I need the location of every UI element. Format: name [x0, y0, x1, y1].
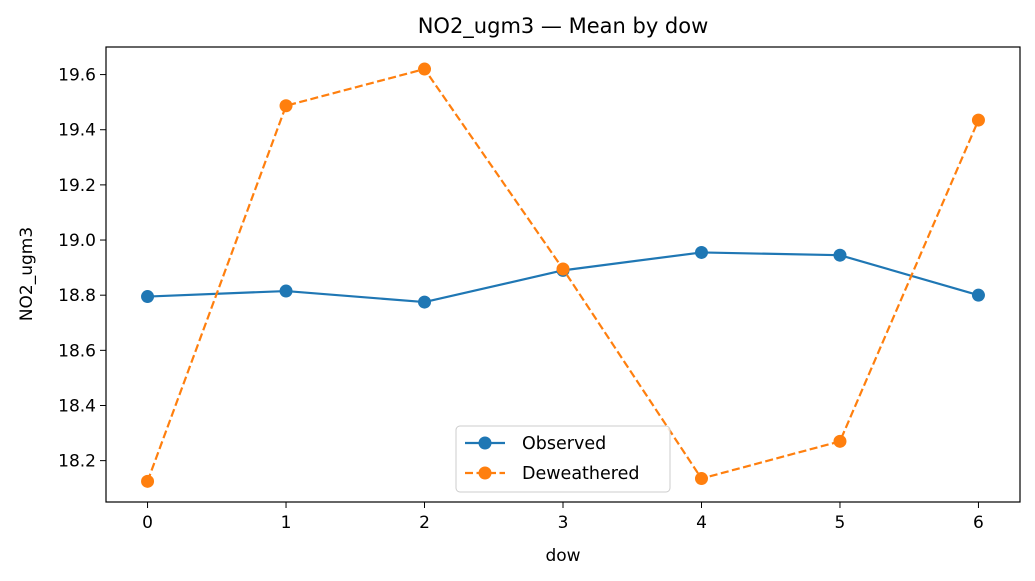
legend-entries: Observed Deweathered: [465, 434, 639, 484]
observed-data-point: [279, 284, 293, 298]
x-axis: 0 1 2 3 4 5 6: [142, 502, 984, 533]
deweathered-data-point: [279, 99, 293, 113]
legend-box: [455, 425, 671, 493]
observed-data-point: [833, 248, 847, 262]
x-tick-label: 3: [558, 513, 569, 533]
x-tick-label: 2: [419, 513, 430, 533]
y-tick-label: 18.2: [58, 452, 96, 472]
y-axis: 18.2 18.4 18.6 18.8 19.0 19.2 19.4 19.6: [58, 66, 106, 472]
y-tick-label: 18.4: [58, 396, 96, 416]
deweathered-data-point: [556, 262, 570, 276]
x-tick-label: 1: [281, 513, 292, 533]
x-axis-label: dow: [545, 546, 580, 566]
deweathered-legend-label: Deweathered: [522, 464, 639, 484]
y-tick-label: 18.8: [58, 286, 96, 306]
observed-legend-marker: [478, 436, 492, 450]
deweathered-data-point: [141, 474, 155, 488]
observed-data-point: [971, 288, 985, 302]
y-tick-label: 19.2: [58, 176, 96, 196]
deweathered-data-point: [694, 472, 708, 486]
deweathered-data-point: [971, 113, 985, 127]
observed-data-point: [418, 295, 432, 309]
observed-legend-label: Observed: [522, 434, 606, 454]
legend: Observed Deweathered: [455, 425, 671, 493]
observed-data-point: [694, 245, 708, 259]
y-tick-label: 18.6: [58, 341, 96, 361]
x-tick-label: 0: [142, 513, 153, 533]
y-tick-label: 19.4: [58, 121, 96, 141]
deweathered-data-point: [418, 62, 432, 76]
plot-series: [141, 62, 985, 488]
x-tick-label: 4: [696, 513, 707, 533]
x-tick-label: 5: [835, 513, 846, 533]
x-tick-label: 6: [973, 513, 984, 533]
y-tick-label: 19.6: [58, 66, 96, 86]
y-axis-label: NO2_ugm3: [17, 227, 37, 321]
observed-data-point: [141, 290, 155, 304]
deweathered-legend-marker: [478, 466, 492, 480]
deweathered-data-point: [833, 434, 847, 448]
y-tick-label: 19.0: [58, 231, 96, 251]
chart-title: NO2_ugm3 — Mean by dow: [418, 14, 709, 39]
